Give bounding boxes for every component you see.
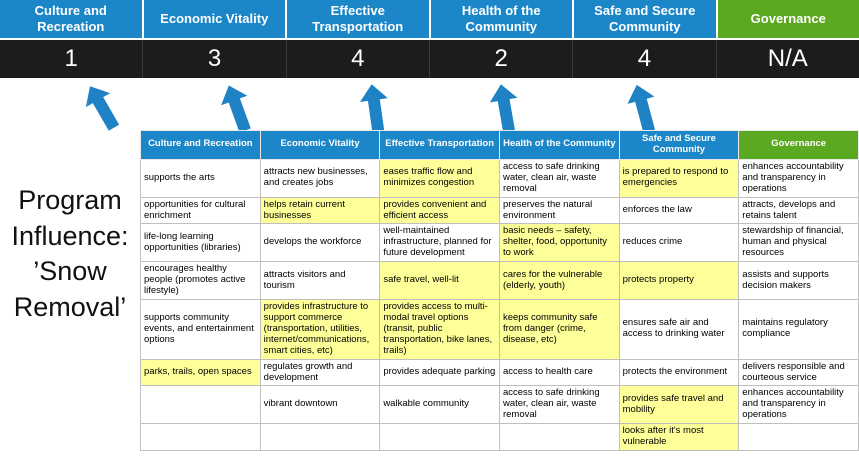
pillar-score: N/A	[767, 45, 808, 72]
up-arrow-icon	[627, 84, 656, 133]
matrix-cell: attracts, develops and retains talent	[738, 196, 859, 225]
up-arrow-icon	[85, 86, 120, 131]
matrix-cell: assists and supports decision makers	[738, 261, 859, 300]
matrix-cell: delivers responsible and courteous servi…	[738, 358, 859, 387]
matrix-row: vibrant downtown walkable community access…	[140, 385, 859, 425]
matrix-row: life-long learning opportunities (librar…	[140, 223, 859, 263]
banner-score-row: 1 3 4 2 4 N/A	[0, 40, 859, 78]
pillar-score: 1	[0, 40, 144, 78]
matrix-column-header: Effective Transportation	[379, 130, 500, 160]
pillar-banner: Culture and Recreation Economic Vitality E…	[0, 0, 859, 78]
matrix-cell	[140, 423, 261, 452]
matrix-cell: cares for the vulnerable (elderly, youth…	[498, 261, 620, 300]
matrix-cell: safe travel, well-lit	[379, 261, 500, 300]
matrix-column-header: Governance	[738, 130, 859, 160]
matrix-cell: attracts new businesses, and creates job…	[259, 158, 381, 198]
banner-header-row: Culture and Recreation Economic Vitality E…	[0, 0, 859, 38]
up-arrow-icon	[360, 84, 388, 133]
matrix-cell: provides safe travel and mobility	[618, 385, 740, 425]
matrix-column-header: Culture and Recreation	[140, 130, 261, 160]
matrix-cell: parks, trails, open spaces	[140, 358, 261, 387]
matrix-column-header: Economic Vitality	[259, 130, 381, 160]
matrix-cell: vibrant downtown	[259, 385, 381, 425]
matrix-cell: enhances accountability and transparency…	[738, 158, 859, 198]
matrix-cell: provides access to multi-modal travel op…	[379, 298, 500, 360]
matrix-column-header: Safe and Secure Community	[618, 130, 740, 160]
matrix-cell: life-long learning opportunities (librar…	[140, 223, 261, 263]
matrix-cell	[379, 423, 500, 452]
matrix-cell	[140, 385, 261, 425]
pillar-header: Effective Transportation	[287, 0, 429, 38]
matrix-row: encourages healthy people (promotes acti…	[140, 261, 859, 300]
matrix-cell: opportunities for cultural enrichment	[140, 196, 261, 225]
up-arrow-icon	[221, 85, 251, 133]
program-title: Program Influence: ’Snow Removal’	[11, 185, 129, 322]
pillar-score: 3	[143, 40, 287, 78]
pillar-header: Health of the Community	[430, 0, 572, 38]
influence-matrix: Culture and Recreation Economic Vitality E…	[140, 130, 859, 452]
matrix-cell: regulates growth and development	[259, 358, 381, 387]
matrix-cell: enforces the law	[618, 196, 740, 225]
matrix-cell: stewardship of financial, human and phys…	[738, 223, 859, 263]
matrix-cell: enhances accountability and transparency…	[738, 385, 859, 425]
matrix-cell: reduces crime	[618, 223, 740, 263]
matrix-cell: supports the arts	[140, 158, 261, 198]
pillar-score: 2	[430, 40, 574, 78]
pillar-score: 4	[287, 40, 430, 78]
matrix-cell: helps retain current businesses	[259, 196, 381, 225]
matrix-cell: access to safe drinking water, clean air…	[498, 158, 620, 198]
matrix-cell	[498, 423, 620, 452]
matrix-cell: protects property	[618, 261, 740, 300]
matrix-cell: access to safe drinking water, clean air…	[498, 385, 620, 425]
matrix-cell: provides adequate parking	[379, 358, 500, 387]
pillar-header: Governance	[717, 0, 859, 38]
matrix-cell: encourages healthy people (promotes acti…	[140, 261, 261, 300]
matrix-cell: basic needs – safety, shelter, food, opp…	[498, 223, 620, 263]
matrix-cell: access to health care	[498, 358, 620, 387]
matrix-cell: supports community events, and entertain…	[140, 298, 261, 360]
matrix-cell: provides infrastructure to support comme…	[259, 298, 381, 360]
matrix-cell: well-maintained infrastructure, planned …	[379, 223, 500, 263]
matrix-cell	[738, 423, 859, 452]
pillar-header: Culture and Recreation	[0, 0, 142, 38]
matrix-cell: walkable community	[379, 385, 500, 425]
matrix-cell: eases traffic flow and minimizes congest…	[379, 158, 500, 198]
matrix-column-header: Health of the Community	[498, 130, 620, 160]
matrix-row: opportunities for cultural enrichment hel…	[140, 196, 859, 225]
matrix-cell: provides convenient and efficient access	[379, 196, 500, 225]
matrix-row: supports the arts attracts new businesses…	[140, 158, 859, 198]
up-arrow-icon	[489, 84, 518, 133]
matrix-row: parks, trails, open spaces regulates grow…	[140, 358, 859, 387]
matrix-cell: keeps community safe from danger (crime,…	[498, 298, 620, 360]
matrix-cell: looks after it's most vulnerable	[618, 423, 740, 452]
matrix-cell: is prepared to respond to emergencies	[618, 158, 740, 198]
matrix-row: supports community events, and entertain…	[140, 298, 859, 360]
matrix-cell: attracts visitors and tourism	[259, 261, 381, 300]
matrix-cell: preserves the natural environment	[498, 196, 620, 225]
pillar-header: Economic Vitality	[143, 0, 285, 38]
matrix-cell: protects the environment	[618, 358, 740, 387]
matrix-cell: maintains regulatory compliance	[738, 298, 859, 360]
pillar-header: Safe and Secure Community	[574, 0, 716, 38]
matrix-header-row: Culture and Recreation Economic Vitality E…	[140, 130, 859, 160]
matrix-body: supports the arts attracts new businesses…	[140, 158, 859, 452]
pillar-score: 4	[573, 40, 717, 78]
matrix-cell: ensures safe air and access to drinking …	[618, 298, 740, 360]
matrix-table: Culture and Recreation Economic Vitality E…	[140, 130, 859, 452]
matrix-cell	[259, 423, 381, 452]
matrix-cell: develops the workforce	[259, 223, 381, 263]
matrix-row: looks after it's most vulnerable	[140, 423, 859, 452]
